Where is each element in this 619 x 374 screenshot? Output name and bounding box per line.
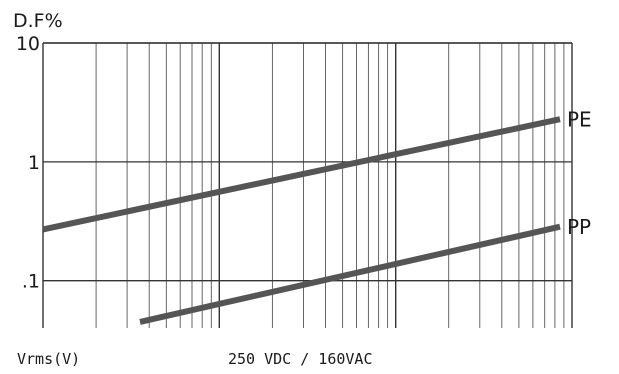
y-tick-label: 10 <box>16 33 40 55</box>
y-axis-label: D.F% <box>13 10 63 32</box>
series-label-pp: PP <box>567 215 591 239</box>
y-tick-labels: 101.1 <box>16 33 40 293</box>
y-tick-label: .1 <box>22 271 40 293</box>
series-line-pp <box>139 223 561 325</box>
x-axis-label: Vrms(V) <box>17 350 80 368</box>
series-line-pe <box>42 116 561 233</box>
grid <box>42 42 573 328</box>
series-labels: PE PP <box>567 108 592 239</box>
chart-subtitle: 250 VDC / 160VAC <box>228 350 373 368</box>
y-tick-label: 1 <box>28 152 40 174</box>
series-label-pe: PE <box>567 108 592 132</box>
series-lines <box>42 116 561 325</box>
